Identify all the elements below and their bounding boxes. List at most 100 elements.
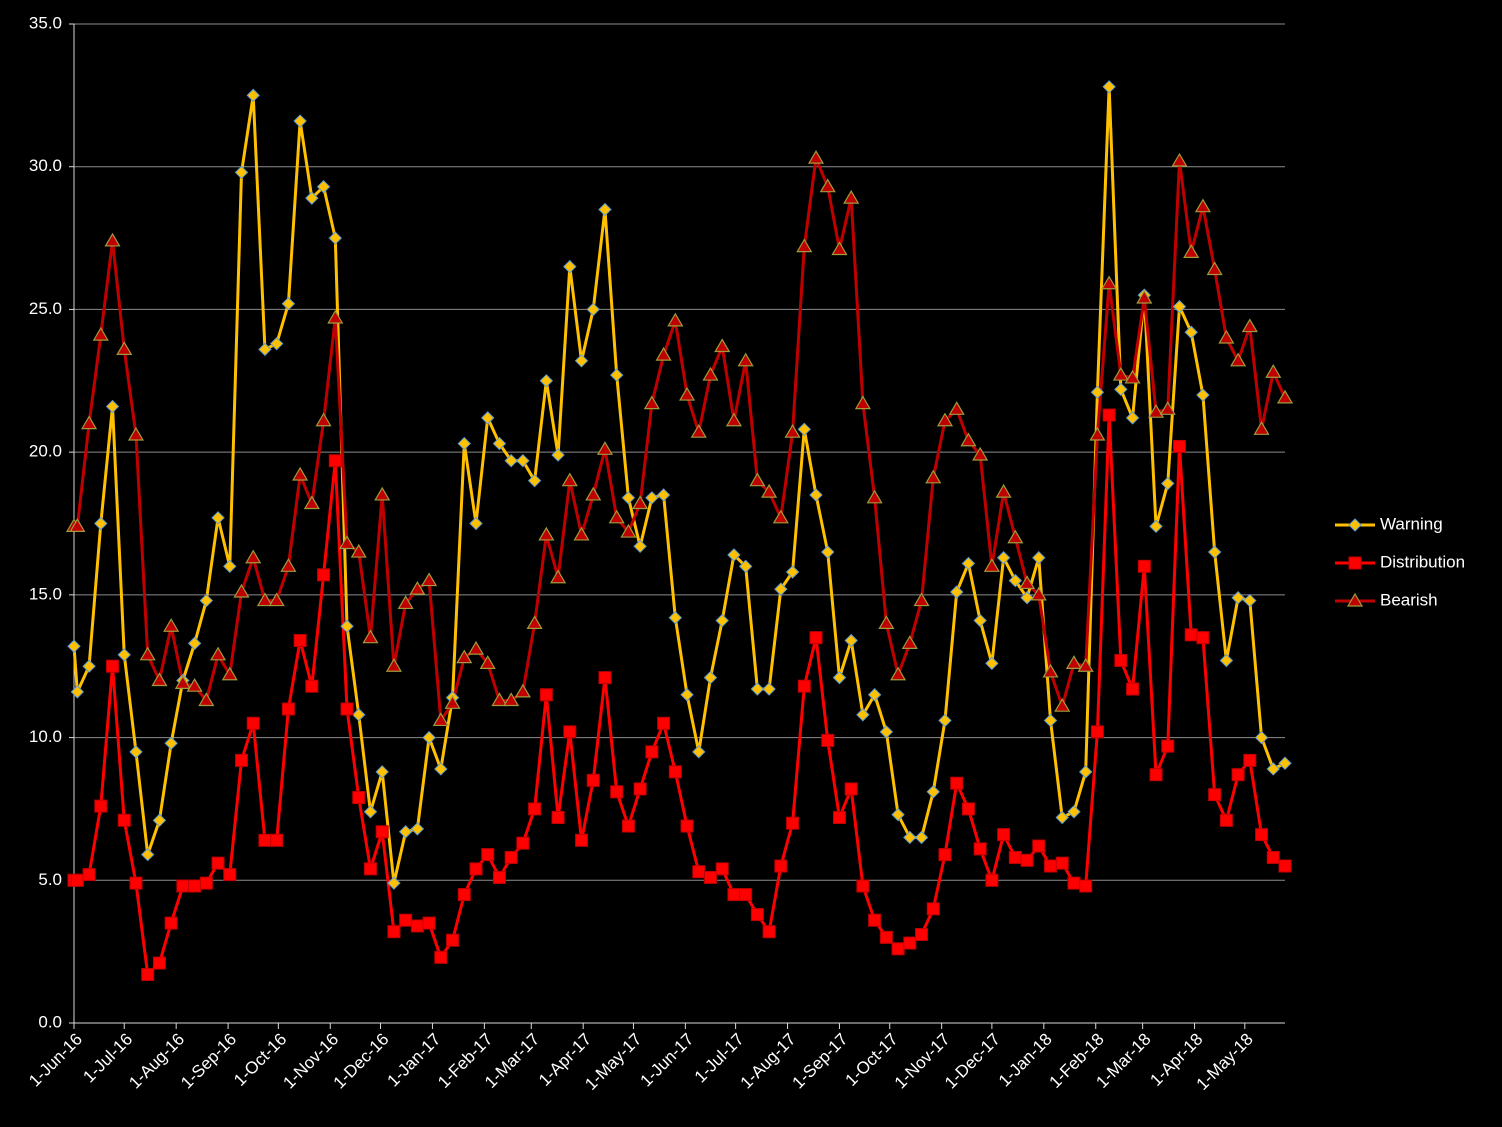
marker bbox=[1255, 828, 1269, 842]
marker bbox=[913, 592, 930, 607]
marker bbox=[809, 488, 823, 502]
marker bbox=[1124, 369, 1141, 384]
marker bbox=[750, 908, 764, 922]
marker bbox=[127, 426, 145, 441]
marker bbox=[1184, 628, 1198, 642]
marker bbox=[1067, 876, 1081, 890]
marker bbox=[585, 486, 602, 501]
marker bbox=[1079, 879, 1093, 893]
marker bbox=[164, 916, 178, 930]
marker bbox=[129, 876, 143, 890]
marker bbox=[528, 802, 542, 816]
marker bbox=[491, 692, 508, 707]
marker bbox=[972, 446, 989, 461]
marker bbox=[516, 836, 530, 850]
marker bbox=[936, 412, 954, 427]
marker bbox=[598, 671, 612, 685]
marker bbox=[387, 876, 401, 890]
marker bbox=[234, 165, 249, 180]
marker bbox=[82, 659, 96, 673]
marker bbox=[596, 441, 614, 455]
marker bbox=[831, 241, 848, 256]
marker bbox=[914, 830, 929, 845]
marker bbox=[117, 648, 131, 662]
marker bbox=[633, 782, 647, 796]
marker bbox=[1159, 401, 1176, 415]
marker bbox=[1032, 551, 1046, 565]
marker bbox=[1161, 476, 1175, 491]
marker bbox=[292, 466, 309, 481]
marker bbox=[573, 526, 590, 541]
marker bbox=[774, 859, 788, 873]
marker bbox=[187, 636, 202, 651]
y-tick-label: 15.0 bbox=[29, 584, 62, 603]
marker bbox=[211, 511, 225, 525]
marker bbox=[926, 902, 940, 916]
marker bbox=[950, 776, 964, 790]
marker bbox=[117, 813, 131, 827]
marker bbox=[821, 545, 835, 559]
marker bbox=[457, 436, 471, 451]
marker bbox=[1207, 545, 1222, 559]
marker bbox=[703, 870, 717, 884]
marker bbox=[104, 232, 121, 247]
marker bbox=[1054, 697, 1071, 712]
marker bbox=[303, 495, 320, 510]
marker bbox=[69, 518, 86, 532]
marker bbox=[1265, 364, 1282, 378]
marker bbox=[785, 565, 800, 579]
marker bbox=[938, 848, 952, 862]
marker bbox=[762, 925, 776, 939]
marker bbox=[832, 810, 846, 824]
marker bbox=[434, 762, 448, 776]
marker bbox=[328, 454, 342, 468]
marker bbox=[1114, 382, 1128, 397]
marker bbox=[444, 695, 461, 709]
marker bbox=[620, 523, 637, 538]
marker bbox=[374, 486, 391, 501]
marker bbox=[901, 635, 918, 649]
marker bbox=[199, 876, 213, 890]
marker bbox=[481, 411, 495, 425]
marker bbox=[949, 585, 964, 599]
marker bbox=[410, 919, 424, 933]
marker bbox=[67, 639, 81, 653]
marker bbox=[140, 847, 155, 862]
marker bbox=[878, 615, 895, 629]
y-tick-label: 35.0 bbox=[29, 13, 62, 32]
marker bbox=[774, 582, 788, 596]
marker bbox=[749, 472, 766, 487]
marker bbox=[258, 342, 272, 357]
legend-label: Distribution bbox=[1380, 552, 1465, 571]
marker bbox=[915, 928, 929, 942]
marker bbox=[1278, 859, 1292, 873]
marker bbox=[1348, 518, 1362, 532]
marker bbox=[680, 819, 694, 833]
marker bbox=[1196, 631, 1210, 645]
marker bbox=[422, 916, 436, 930]
marker bbox=[725, 412, 742, 427]
y-tick-label: 30.0 bbox=[29, 156, 62, 175]
marker bbox=[152, 813, 167, 828]
y-tick-label: 0.0 bbox=[38, 1012, 62, 1031]
marker bbox=[702, 366, 719, 381]
marker bbox=[925, 469, 942, 484]
legend-label: Bearish bbox=[1380, 590, 1438, 609]
marker bbox=[1008, 850, 1022, 864]
marker bbox=[328, 231, 343, 245]
marker bbox=[1231, 768, 1245, 782]
marker bbox=[621, 491, 636, 505]
marker bbox=[503, 692, 520, 707]
marker bbox=[668, 765, 682, 779]
marker bbox=[1253, 421, 1270, 435]
marker bbox=[903, 936, 917, 950]
marker bbox=[692, 745, 706, 759]
marker bbox=[526, 615, 543, 629]
marker bbox=[633, 539, 647, 554]
marker bbox=[807, 149, 825, 164]
marker bbox=[796, 238, 813, 253]
marker bbox=[903, 830, 917, 845]
marker bbox=[832, 670, 847, 685]
marker bbox=[164, 736, 178, 750]
